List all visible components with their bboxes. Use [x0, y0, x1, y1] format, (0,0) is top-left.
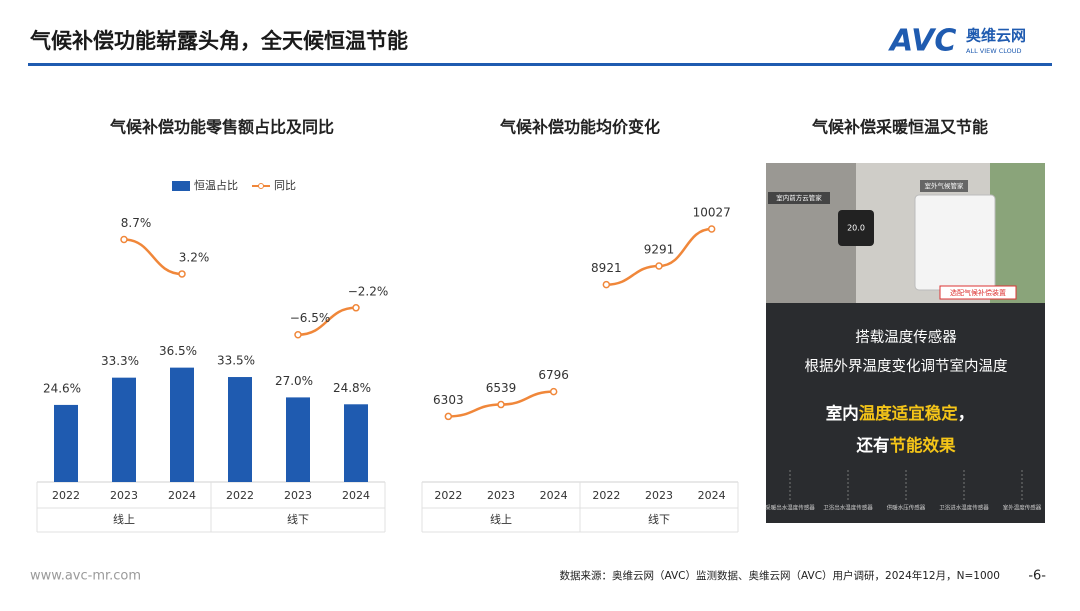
legend-swatch [172, 181, 190, 191]
chart-title: 气候补偿功能均价变化 [499, 118, 660, 137]
point [120, 235, 128, 244]
line [122, 238, 184, 276]
site: www.avc-mr.com [30, 569, 141, 584]
sensor-label: 供暖水压传感器 [887, 504, 926, 512]
panel-highlight: 温度适宜稳定 [859, 403, 959, 423]
legend-marker [258, 183, 264, 189]
data-label: 33.5% [217, 354, 255, 368]
tag: 室外气候管家 [925, 181, 965, 190]
tag-bg [768, 192, 830, 204]
data-label: 10027 [693, 205, 731, 219]
tag: 室内前方云管家 [776, 193, 822, 202]
brand-en: ALL VIEW CLOUD [966, 47, 1022, 55]
thermostat-display: 20.0 [847, 224, 865, 233]
legend-label: 同比 [274, 179, 296, 192]
sensor-label: 卫浴进水温度传感器 [939, 504, 989, 512]
point [497, 400, 505, 409]
x-tick-label: 2024 [540, 489, 568, 502]
point [549, 387, 558, 396]
data-label: 24.6% [43, 381, 81, 395]
data-label: 8.7% [121, 216, 152, 230]
point [444, 412, 453, 421]
x-tick-label: 2023 [110, 489, 138, 502]
tag-bg [920, 180, 968, 192]
data-label: 27.0% [275, 374, 313, 388]
x-tick-label: 2023 [284, 489, 312, 502]
point [178, 270, 186, 278]
bar [170, 367, 194, 482]
slide-title: 气候补偿功能崭露头角，全天候恒温节能 [29, 29, 408, 53]
data-label: −6.5% [290, 311, 331, 325]
tag-bg [939, 285, 1017, 300]
data-label: 24.8% [333, 381, 371, 395]
group-label: 线上 [490, 512, 512, 526]
data-label: 33.3% [101, 354, 139, 368]
data-label: −2.2% [348, 284, 389, 298]
x-tick-label: 2024 [698, 489, 726, 502]
panel-text: 室内温度适宜稳定， [826, 403, 975, 423]
chart-title: 气候补偿功能零售额占比及同比 [109, 118, 334, 137]
line [296, 306, 358, 336]
bar [228, 377, 252, 482]
data-label: 8921 [591, 261, 622, 275]
header-rule [28, 63, 1052, 66]
group-label: 线下 [287, 512, 309, 526]
x-tick-label: 2024 [168, 489, 196, 502]
product-image: 20.0 室内前方云管家 室外气候管家 选配气候补偿装置 搭载温度传感器 根据外… [765, 163, 1045, 523]
thermostat [838, 210, 874, 246]
panel-highlight: 节能效果 [890, 435, 957, 455]
boiler [914, 194, 996, 291]
tag: 选配气候补偿装置 [950, 288, 1006, 297]
data-label: 6539 [486, 381, 517, 395]
sensor-labels: 采暖出水温度传感器 卫浴出水温度传感器 供暖水压传感器 卫浴进水温度传感器 室外温度传感… [765, 470, 1042, 512]
data-label: 9291 [644, 243, 675, 257]
point [707, 225, 716, 233]
x-tick-label: 2022 [592, 489, 620, 502]
sensor-label: 室外温度传感器 [1003, 504, 1042, 512]
image-plants [990, 163, 1045, 303]
bar [54, 404, 78, 482]
logo: AVC [888, 24, 956, 59]
bar [286, 397, 310, 482]
x-tick-label: 2023 [645, 489, 673, 502]
page-number: -6- [1028, 569, 1046, 584]
point [352, 304, 360, 312]
sensor-label: 采暖出水温度传感器 [765, 504, 815, 512]
panel-text: 根据外界温度变化调节室内温度 [805, 358, 1008, 375]
data-label: 36.5% [159, 344, 197, 358]
point [294, 330, 302, 339]
panel-text: 还有 [856, 435, 890, 455]
panel-text: 还有节能效果 [856, 435, 957, 455]
x-tick-label: 2023 [487, 489, 515, 502]
panel-text: 搭载温度传感器 [855, 329, 957, 346]
source: 数据来源：奥维云网（AVC）监测数据、奥维云网（AVC）用户调研，2024年12… [559, 569, 1000, 582]
x-tick-label: 2022 [52, 489, 80, 502]
legend-label: 恒温占比 [194, 178, 238, 192]
bar [112, 377, 136, 482]
data-label: 6796 [538, 368, 569, 382]
x-tick-label: 2024 [342, 489, 370, 502]
group-label: 线下 [648, 512, 670, 526]
panel-title: 气候补偿采暖恒温又节能 [811, 118, 988, 137]
panel-text: 室内 [826, 403, 859, 423]
group-label: 线上 [113, 512, 135, 526]
data-label: 6303 [433, 393, 464, 407]
x-tick-label: 2022 [226, 489, 254, 502]
brand: 奥维云网 [966, 27, 1026, 45]
bar [344, 404, 368, 482]
sensor-label: 卫浴出水温度传感器 [823, 504, 873, 512]
point [602, 280, 611, 289]
panel-text: ， [958, 404, 975, 423]
x-tick-label: 2022 [434, 489, 462, 502]
point [655, 262, 663, 270]
data-label: 3.2% [179, 250, 210, 264]
